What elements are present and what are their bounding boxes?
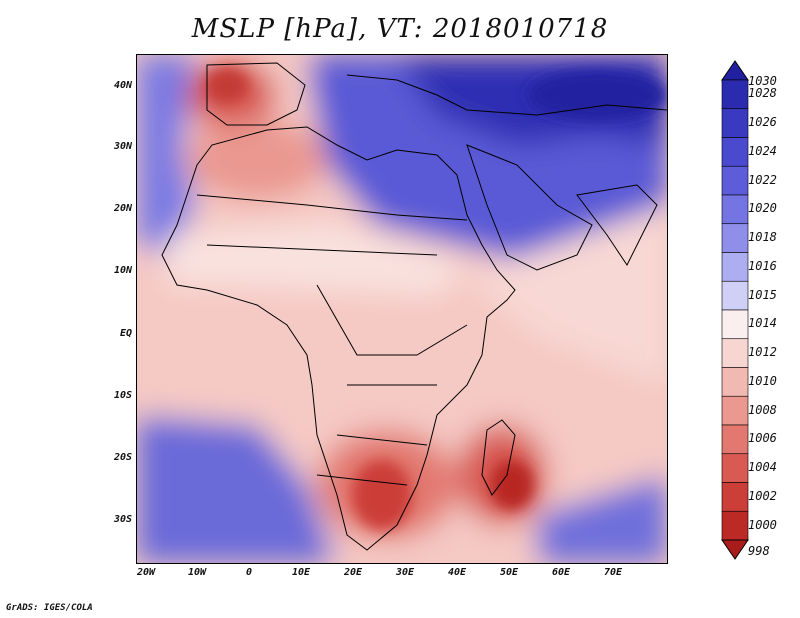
colorbar-swatch [721,280,749,311]
colorbar-label: 1000 [748,517,777,532]
colorbar-label: 1020 [748,201,777,216]
coastlines [161,62,667,551]
colorbar-label: 1026 [748,115,777,130]
colorbar-label: 1015 [748,287,777,302]
lat-label-10s: 10S [113,390,132,401]
colorbar-top-arrow [721,60,749,81]
colorbar-swatch [721,165,749,196]
lat-label-20n: 20N [113,203,132,214]
colorbar-swatch [721,338,749,368]
lat-label-10n: 10N [113,265,132,276]
colorbar-swatch [721,510,749,541]
colorbar-swatch [721,79,749,110]
colorbar-swatch [721,309,749,340]
colorbar-label: 1014 [748,316,777,331]
lat-label-30n: 30N [113,141,132,152]
lat-label-eq: EQ [119,328,132,339]
colorbar-swatch [721,482,749,512]
colorbar-label: 1016 [748,258,777,273]
lon-label-10e: 10E [291,567,311,578]
colorbar-bottom-arrow [721,539,749,560]
colorbar-swatch [721,108,749,138]
colorbar-swatch [721,137,749,167]
map-title: MSLP [hPa], VT: 2018010718 [191,14,609,44]
colorbar-label: 1028 [748,86,777,101]
colorbar-swatch [721,194,749,225]
lon-label-60e: 60E [551,567,571,578]
colorbar-label: 1030 [748,74,777,88]
colorbar-label: 1024 [748,143,777,158]
lon-label-0: 0 [245,567,253,578]
pressure-field [137,55,667,563]
colorbar-swatch [721,453,749,483]
colorbar-label: 998 [748,544,770,558]
lon-label-20e: 20E [343,567,363,578]
lon-label-30e: 30E [395,567,415,578]
colorbar-label: 1012 [748,345,777,360]
colorbar-swatch [721,223,749,253]
lon-label-50e: 50E [499,567,519,578]
colorbar-swatch [721,252,749,282]
lat-label-40n: 40N [113,80,132,91]
colorbar-swatch [721,424,749,455]
colorbar-label: 1022 [748,172,777,187]
colorbar-swatch [721,367,749,397]
colorbar-label: 1004 [748,460,777,475]
colorbar [721,60,749,560]
lat-label-30s: 30S [113,514,132,525]
colorbar-label: 1018 [748,230,777,245]
lon-label-40e: 40E [447,567,467,578]
lon-label-10w: 10W [187,567,207,578]
colorbar-label: 1006 [748,431,777,446]
lon-label-70e: 70E [603,567,623,578]
lon-label-20w: 20W [136,567,156,578]
pressure-map [136,54,668,564]
credit-text: GrADS: IGES/COLA [6,603,93,613]
lat-label-20s: 20S [113,452,132,463]
colorbar-label: 1002 [748,488,777,503]
colorbar-swatch [721,395,749,426]
colorbar-label: 1008 [748,402,777,417]
colorbar-label: 1010 [748,373,777,388]
